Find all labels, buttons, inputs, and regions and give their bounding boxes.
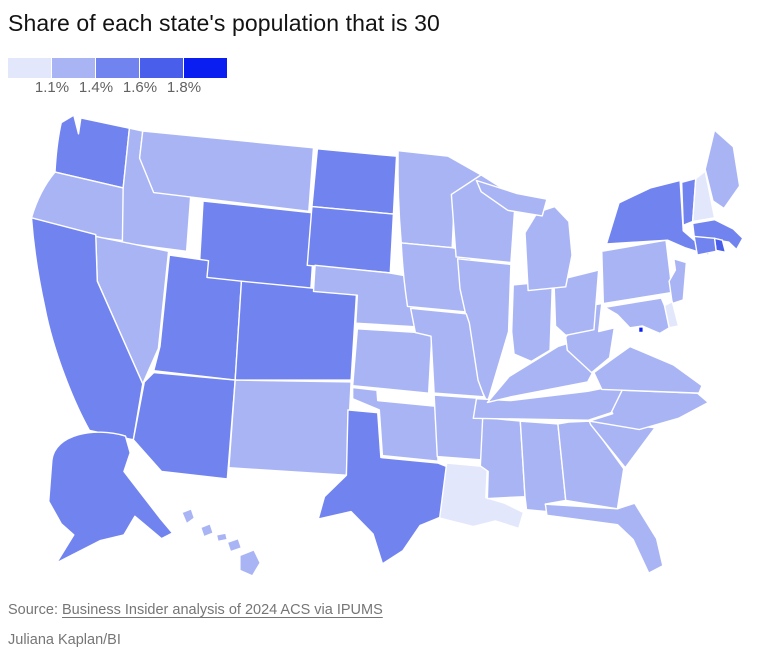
state-alaska[interactable] — [49, 432, 173, 563]
legend-tick-label: 1.6% — [122, 79, 158, 96]
state-missouri[interactable] — [411, 308, 485, 397]
legend-color-scale — [8, 58, 268, 78]
legend-tick-label: 1.4% — [78, 79, 114, 96]
source-link[interactable]: Business Insider analysis of 2024 ACS vi… — [62, 602, 383, 618]
state-virginia[interactable] — [594, 347, 702, 394]
state-west-virginia[interactable] — [566, 304, 615, 373]
us-choropleth-map — [8, 104, 760, 589]
legend-tick-label: 1.8% — [166, 79, 202, 96]
state-new-mexico[interactable] — [229, 380, 351, 475]
state-hawaii-oahu[interactable] — [201, 524, 214, 537]
state-district-of-columbia[interactable] — [639, 327, 644, 333]
state-michigan-lower[interactable] — [525, 207, 572, 291]
byline: Juliana Kaplan/BI — [8, 632, 121, 648]
legend-swatch-bin-4 — [140, 58, 183, 78]
legend-swatch-bin-3 — [96, 58, 139, 78]
state-georgia[interactable] — [558, 421, 624, 509]
state-new-jersey[interactable] — [669, 259, 686, 304]
state-hawaii-molokai[interactable] — [216, 533, 227, 541]
us-map-svg — [8, 104, 760, 589]
state-north-carolina[interactable] — [589, 389, 708, 429]
state-florida[interactable] — [545, 503, 663, 573]
state-arizona[interactable] — [133, 373, 235, 479]
state-pennsylvania[interactable] — [602, 240, 673, 303]
state-kansas[interactable] — [353, 329, 432, 393]
state-south-dakota[interactable] — [307, 207, 393, 273]
source-prefix: Source: — [8, 602, 62, 618]
state-maine[interactable] — [705, 130, 739, 208]
state-montana[interactable] — [140, 131, 314, 211]
state-colorado[interactable] — [235, 281, 356, 380]
state-hawaii-big-island[interactable] — [240, 550, 260, 576]
state-washington[interactable] — [55, 115, 129, 188]
state-oklahoma[interactable] — [353, 388, 438, 462]
legend-swatch-bin-1 — [8, 58, 51, 78]
state-louisiana[interactable] — [440, 463, 524, 528]
state-tennessee[interactable] — [473, 384, 625, 420]
legend-swatch-bin-2 — [52, 58, 95, 78]
legend: 1.1% 1.4% 1.6% 1.8% — [8, 58, 268, 97]
state-texas[interactable] — [318, 410, 447, 564]
source-line: Source: Business Insider analysis of 202… — [8, 602, 383, 618]
state-north-dakota[interactable] — [312, 149, 397, 214]
state-hawaii-maui[interactable] — [227, 539, 241, 552]
state-california[interactable] — [32, 218, 143, 440]
state-maryland[interactable] — [605, 298, 669, 333]
state-nebraska[interactable] — [314, 265, 419, 327]
legend-swatch-bin-5 — [184, 58, 227, 78]
legend-tick-label: 1.1% — [34, 79, 70, 96]
state-new-hampshire[interactable] — [693, 171, 715, 221]
state-michigan-upper[interactable] — [476, 180, 547, 215]
state-connecticut[interactable] — [694, 236, 716, 255]
state-indiana[interactable] — [512, 281, 553, 361]
page-title: Share of each state's population that is… — [8, 10, 440, 36]
state-hawaii-kauai[interactable] — [182, 509, 195, 524]
